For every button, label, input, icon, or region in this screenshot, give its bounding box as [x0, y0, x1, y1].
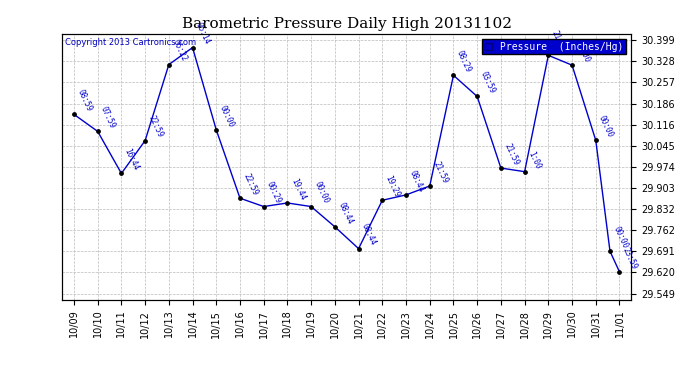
Point: [448, 72, 459, 78]
Point: [495, 165, 506, 171]
Text: 03:59: 03:59: [479, 70, 497, 95]
Point: [116, 170, 127, 176]
Point: [306, 204, 317, 210]
Point: [235, 195, 246, 201]
Point: [590, 137, 601, 143]
Text: 08:44: 08:44: [407, 169, 425, 194]
Text: 21:59: 21:59: [431, 160, 449, 184]
Title: Barometric Pressure Daily High 20131102: Barometric Pressure Daily High 20131102: [181, 17, 512, 31]
Point: [92, 128, 104, 134]
Text: 00:00: 00:00: [573, 39, 591, 64]
Point: [139, 138, 150, 144]
Text: 00:00: 00:00: [611, 225, 629, 250]
Text: 00:29: 00:29: [265, 180, 283, 205]
Point: [604, 248, 615, 254]
Text: 00:00: 00:00: [597, 114, 615, 139]
Text: 23:59: 23:59: [621, 246, 639, 270]
Point: [519, 169, 530, 175]
Point: [566, 62, 578, 68]
Text: 19:44: 19:44: [289, 177, 307, 202]
Point: [282, 200, 293, 206]
Text: 08:44: 08:44: [360, 222, 378, 247]
Text: 1:00: 1:00: [526, 150, 542, 170]
Text: 00:00: 00:00: [217, 104, 235, 129]
Text: 19:29: 19:29: [384, 174, 402, 199]
Text: 05:14: 05:14: [194, 21, 212, 46]
Text: 06:22: 06:22: [170, 38, 188, 63]
Text: 22:59: 22:59: [241, 172, 259, 197]
Text: 00:00: 00:00: [313, 180, 331, 205]
Point: [377, 197, 388, 203]
Point: [210, 127, 221, 133]
Text: 08:29: 08:29: [455, 49, 473, 74]
Text: 21:59: 21:59: [502, 142, 520, 166]
Text: 08:44: 08:44: [336, 201, 354, 225]
Point: [424, 183, 435, 189]
Text: 07:59: 07:59: [99, 105, 117, 130]
Point: [614, 269, 625, 275]
Point: [164, 62, 175, 68]
Point: [353, 246, 364, 252]
Text: Copyright 2013 Cartronics.com: Copyright 2013 Cartronics.com: [65, 38, 196, 47]
Point: [68, 111, 79, 117]
Text: 16:44: 16:44: [123, 147, 141, 172]
Point: [187, 45, 198, 51]
Point: [258, 204, 269, 210]
Text: 22:59: 22:59: [146, 114, 164, 139]
Point: [329, 224, 340, 230]
Point: [400, 192, 411, 198]
Legend: Pressure  (Inches/Hg): Pressure (Inches/Hg): [482, 39, 627, 54]
Text: 08:59: 08:59: [75, 88, 93, 113]
Point: [472, 93, 483, 99]
Text: 21:00: 21:00: [550, 29, 568, 54]
Point: [543, 53, 554, 58]
